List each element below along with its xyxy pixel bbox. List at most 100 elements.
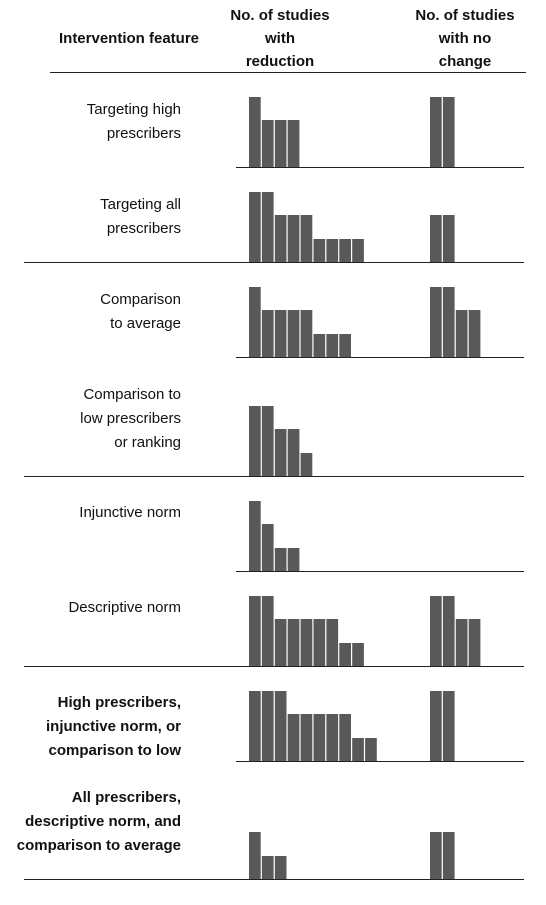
reduction-bar [287, 714, 300, 761]
feature-label: Descriptive norm [0, 596, 181, 620]
reduction-bar [261, 310, 274, 357]
no-change-bar [442, 691, 455, 761]
feature-label-line: All prescribers, [71, 789, 181, 806]
feature-label-line: Targeting all [100, 196, 181, 213]
reduction-bar [313, 714, 326, 761]
reduction-bar [339, 643, 351, 666]
reduction-bar [287, 548, 300, 571]
reduction-bar [326, 714, 339, 761]
feature-label: High prescribers, injunctive norm, or comp… [0, 691, 181, 763]
reduction-bar [261, 524, 274, 571]
no-change-bar [430, 832, 442, 879]
feature-label-line: Comparison to [83, 386, 181, 403]
reduction-bar [274, 310, 287, 357]
reduction-bar [313, 619, 326, 666]
reduction-bar [261, 406, 274, 476]
reduction-bar [352, 738, 364, 761]
feature-label-line: or ranking [114, 434, 181, 451]
header-reduction-line-1: No. of studies [230, 7, 330, 24]
no-change-bar [442, 215, 455, 262]
reduction-bar [287, 619, 300, 666]
reduction-bar [300, 714, 313, 761]
no-change-bar [455, 310, 468, 357]
reduction-bar [339, 239, 351, 262]
row-baseline [236, 167, 524, 168]
no-change-bar [430, 215, 442, 262]
row-baseline [236, 357, 524, 358]
reduction-bar [365, 738, 377, 761]
row-baseline [236, 761, 524, 762]
feature-label-line: High prescribers, [57, 694, 181, 711]
feature-label: All prescribers, descriptive norm, and com… [0, 786, 181, 858]
feature-label-line: Comparison [100, 291, 181, 308]
reduction-bar [261, 192, 274, 262]
reduction-bar [313, 239, 326, 262]
reduction-bar [352, 643, 364, 666]
feature-label-line: to average [110, 315, 181, 332]
no-change-bar [430, 596, 442, 666]
feature-label-line: injunctive norm, or [45, 718, 181, 735]
reduction-bar [249, 192, 261, 262]
row-baseline [24, 262, 524, 263]
reduction-bar [261, 596, 274, 666]
reduction-bar [326, 334, 339, 357]
reduction-bar [274, 856, 287, 879]
row-baseline [24, 666, 524, 667]
reduction-bar [274, 691, 287, 761]
reduction-bar [249, 596, 261, 666]
feature-label-line: low prescribers [80, 410, 181, 427]
reduction-bar [249, 501, 261, 571]
no-change-bar [442, 832, 455, 879]
feature-label: Targeting high prescribers [0, 98, 181, 146]
reduction-bar [287, 429, 300, 476]
reduction-bar [274, 429, 287, 476]
header-reduction-line-2: with [265, 30, 295, 47]
reduction-bar [287, 120, 300, 167]
reduction-bar [326, 239, 339, 262]
feature-label-line: prescribers [106, 220, 181, 237]
no-change-bar [442, 287, 455, 357]
no-change-bar [442, 596, 455, 666]
reduction-bar [287, 215, 300, 262]
feature-label-line: comparison to low [48, 742, 181, 759]
feature-label: Comparison to average [0, 288, 181, 336]
row-baseline [236, 571, 524, 572]
feature-label-line: Descriptive norm [68, 599, 181, 616]
reduction-bar [274, 548, 287, 571]
header-no-change: No. of studies with no change [402, 4, 528, 73]
feature-label: Comparison to low prescribers or ranking [0, 383, 181, 455]
no-change-bar [468, 310, 481, 357]
reduction-bar [287, 310, 300, 357]
reduction-bar [261, 120, 274, 167]
reduction-bar [249, 832, 261, 879]
reduction-bar [274, 120, 287, 167]
reduction-bar [300, 619, 313, 666]
reduction-bar [249, 691, 261, 761]
no-change-bar [442, 97, 455, 167]
reduction-bar [249, 287, 261, 357]
reduction-bar [339, 334, 351, 357]
header-divider [50, 72, 526, 73]
reduction-bar [261, 691, 274, 761]
feature-label-line: prescribers [106, 125, 181, 142]
header-no-change-line-3: change [438, 53, 492, 70]
row-baseline [24, 879, 524, 880]
reduction-bar [300, 310, 313, 357]
feature-label-line: descriptive norm, and [25, 813, 181, 830]
reduction-bar [261, 856, 274, 879]
reduction-bar [274, 215, 287, 262]
reduction-bar [339, 714, 351, 761]
feature-label-line: Targeting high [86, 101, 181, 118]
feature-label-line: comparison to average [16, 837, 181, 854]
no-change-bar [430, 97, 442, 167]
feature-label-line: Injunctive norm [79, 504, 181, 521]
header-no-change-line-2: with no [438, 30, 492, 47]
feature-label: Targeting all prescribers [0, 193, 181, 241]
no-change-bar [430, 691, 442, 761]
reduction-bar [300, 453, 313, 476]
header-no-change-line-1: No. of studies [415, 7, 515, 24]
row-baseline [24, 476, 524, 477]
reduction-bar [249, 97, 261, 167]
header-reduction-line-3: reduction [245, 53, 315, 70]
